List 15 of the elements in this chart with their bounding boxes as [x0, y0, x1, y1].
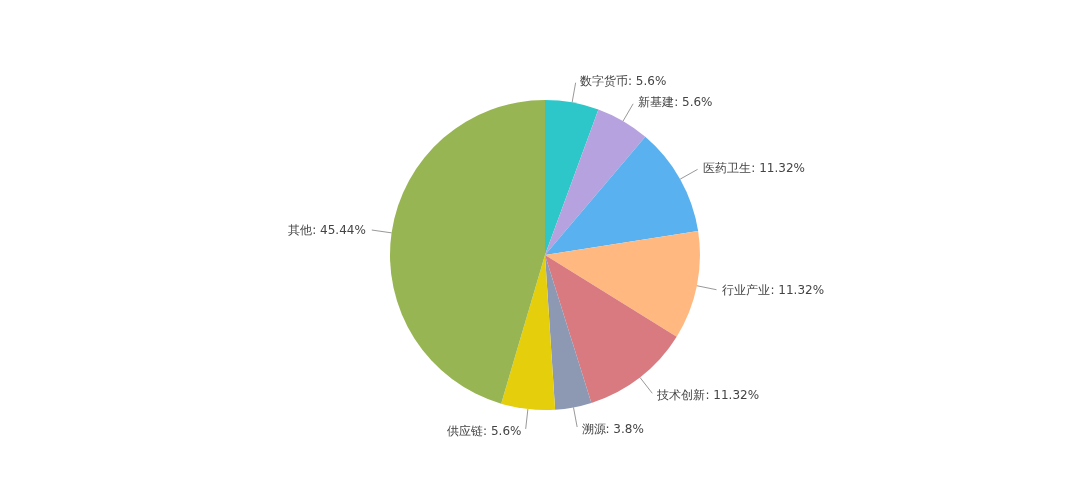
- pie-slice: [545, 230, 700, 337]
- pie-slice: [390, 100, 545, 404]
- slice-label: 供应链: 5.6%: [447, 423, 522, 438]
- slice-label: 技术创新: 11.32%: [656, 387, 760, 402]
- pie-slice: [545, 109, 646, 255]
- slice-label: 其他: 45.44%: [288, 222, 366, 237]
- slice-label: 新基建: 5.6%: [638, 95, 713, 110]
- pie-slice: [545, 255, 592, 410]
- slice-label: 行业产业: 11.32%: [722, 283, 825, 298]
- slice-label: 数字货币: 5.6%: [579, 73, 667, 88]
- pie-slice: [501, 255, 556, 410]
- pie-slice: [545, 100, 599, 255]
- pie-slice: [545, 136, 699, 255]
- slice-label: 医药卫生: 11.32%: [703, 161, 805, 176]
- slice-label: 溯源: 3.8%: [581, 421, 644, 436]
